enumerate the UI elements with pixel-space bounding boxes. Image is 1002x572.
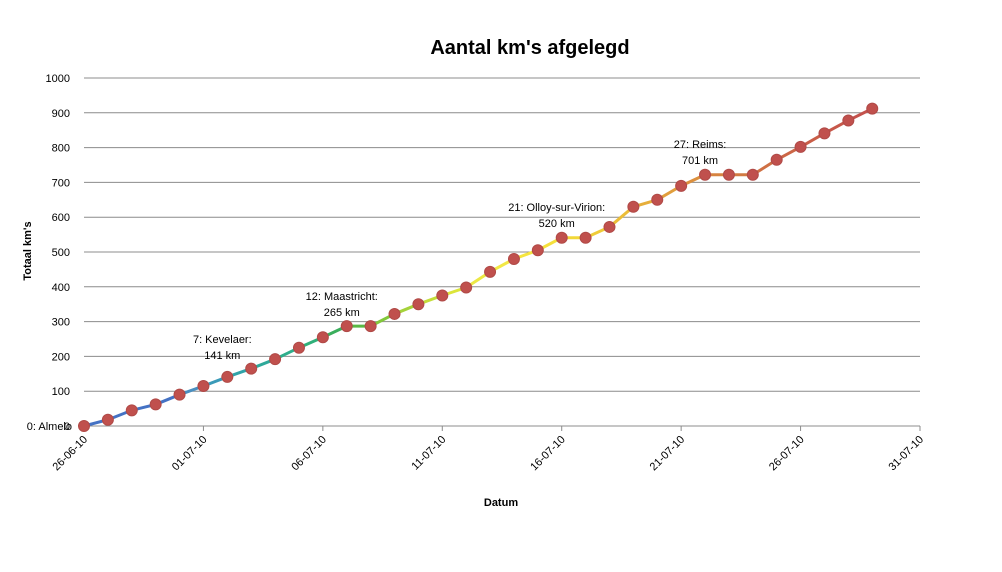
y-tick-label: 1000 [46, 73, 70, 85]
annotation-label: 520 km [539, 218, 575, 230]
data-point [555, 231, 568, 244]
data-point [340, 320, 353, 333]
data-point [722, 168, 735, 181]
data-point [675, 179, 688, 192]
y-tick-label: 800 [52, 143, 70, 155]
y-tick-label: 300 [52, 317, 70, 329]
data-point [579, 231, 592, 244]
data-point [221, 370, 234, 383]
data-point [388, 307, 401, 320]
data-point [531, 244, 544, 257]
data-point [770, 153, 783, 166]
data-point [627, 200, 640, 213]
annotation: 0: Almelo [27, 421, 72, 433]
x-tick-label: 31-07-10 [886, 434, 926, 474]
data-point [149, 398, 162, 411]
data-point [412, 298, 425, 311]
data-point [699, 168, 712, 181]
annotations: 0: Almelo 7: Kevelaer: 141 km 12: Maastrich… [27, 139, 727, 433]
annotation-label: 141 km [204, 350, 240, 362]
annotation: 12: Maastricht: 265 km [306, 291, 378, 319]
data-point [269, 353, 282, 366]
x-tick-label: 26-07-10 [767, 434, 807, 474]
annotation-label: 265 km [324, 307, 360, 319]
data-point [651, 193, 664, 206]
data-point [78, 420, 90, 432]
y-tick-label: 400 [52, 282, 70, 294]
data-point [245, 362, 258, 375]
data-point [125, 404, 138, 417]
y-tick-label: 500 [52, 247, 70, 259]
annotation: 7: Kevelaer: 141 km [193, 334, 252, 362]
chart-title: Aantal km's afgelegd [430, 37, 629, 59]
y-axis-label: Totaal km's [22, 221, 34, 280]
data-point [436, 289, 449, 302]
annotation-label: 12: Maastricht: [306, 291, 378, 303]
annotation-label: 0: Almelo [27, 421, 72, 433]
data-point [101, 413, 114, 426]
y-tick-label: 700 [52, 177, 70, 189]
data-markers [78, 102, 879, 432]
annotation: 21: Olloy-sur-Virion: 520 km [508, 202, 605, 230]
data-line [82, 107, 874, 428]
x-tick-label: 21-07-10 [648, 434, 688, 474]
data-point [484, 265, 497, 278]
x-tick-label: 11-07-10 [409, 434, 448, 473]
annotation: 27: Reims: 701 km [674, 139, 727, 167]
x-tick-labels: 26-06-10 01-07-10 06-07-10 11-07-10 16-07-10… [50, 426, 926, 473]
data-point [603, 220, 616, 233]
data-point [842, 114, 855, 127]
data-point [364, 320, 377, 333]
y-tick-label: 200 [52, 351, 70, 363]
x-tick-label: 06-07-10 [289, 434, 329, 474]
annotation-label: 21: Olloy-sur-Virion: [508, 202, 605, 214]
annotation-label: 7: Kevelaer: [193, 334, 252, 346]
data-point [292, 341, 305, 354]
annotation-label: 27: Reims: [674, 139, 727, 151]
gridlines [84, 77, 920, 392]
data-point [818, 127, 831, 140]
data-point [316, 331, 329, 344]
data-point [460, 281, 473, 294]
data-point [197, 379, 210, 392]
data-point [173, 388, 186, 401]
x-axis-label: Datum [484, 497, 518, 509]
x-tick-label: 01-07-10 [170, 434, 210, 474]
y-tick-labels: 0 100 200 300 400 500 600 700 800 900 1000 [46, 73, 70, 433]
data-point [794, 140, 807, 153]
data-point [507, 252, 520, 265]
data-point [746, 168, 759, 181]
x-tick-label: 26-06-10 [50, 434, 90, 474]
x-tick-label: 16-07-10 [528, 434, 568, 474]
data-point [866, 102, 879, 115]
y-tick-label: 900 [52, 108, 70, 120]
y-tick-label: 0 [64, 421, 70, 433]
annotation-label: 701 km [682, 155, 718, 167]
y-tick-label: 100 [52, 386, 70, 398]
y-tick-label: 600 [52, 212, 70, 224]
